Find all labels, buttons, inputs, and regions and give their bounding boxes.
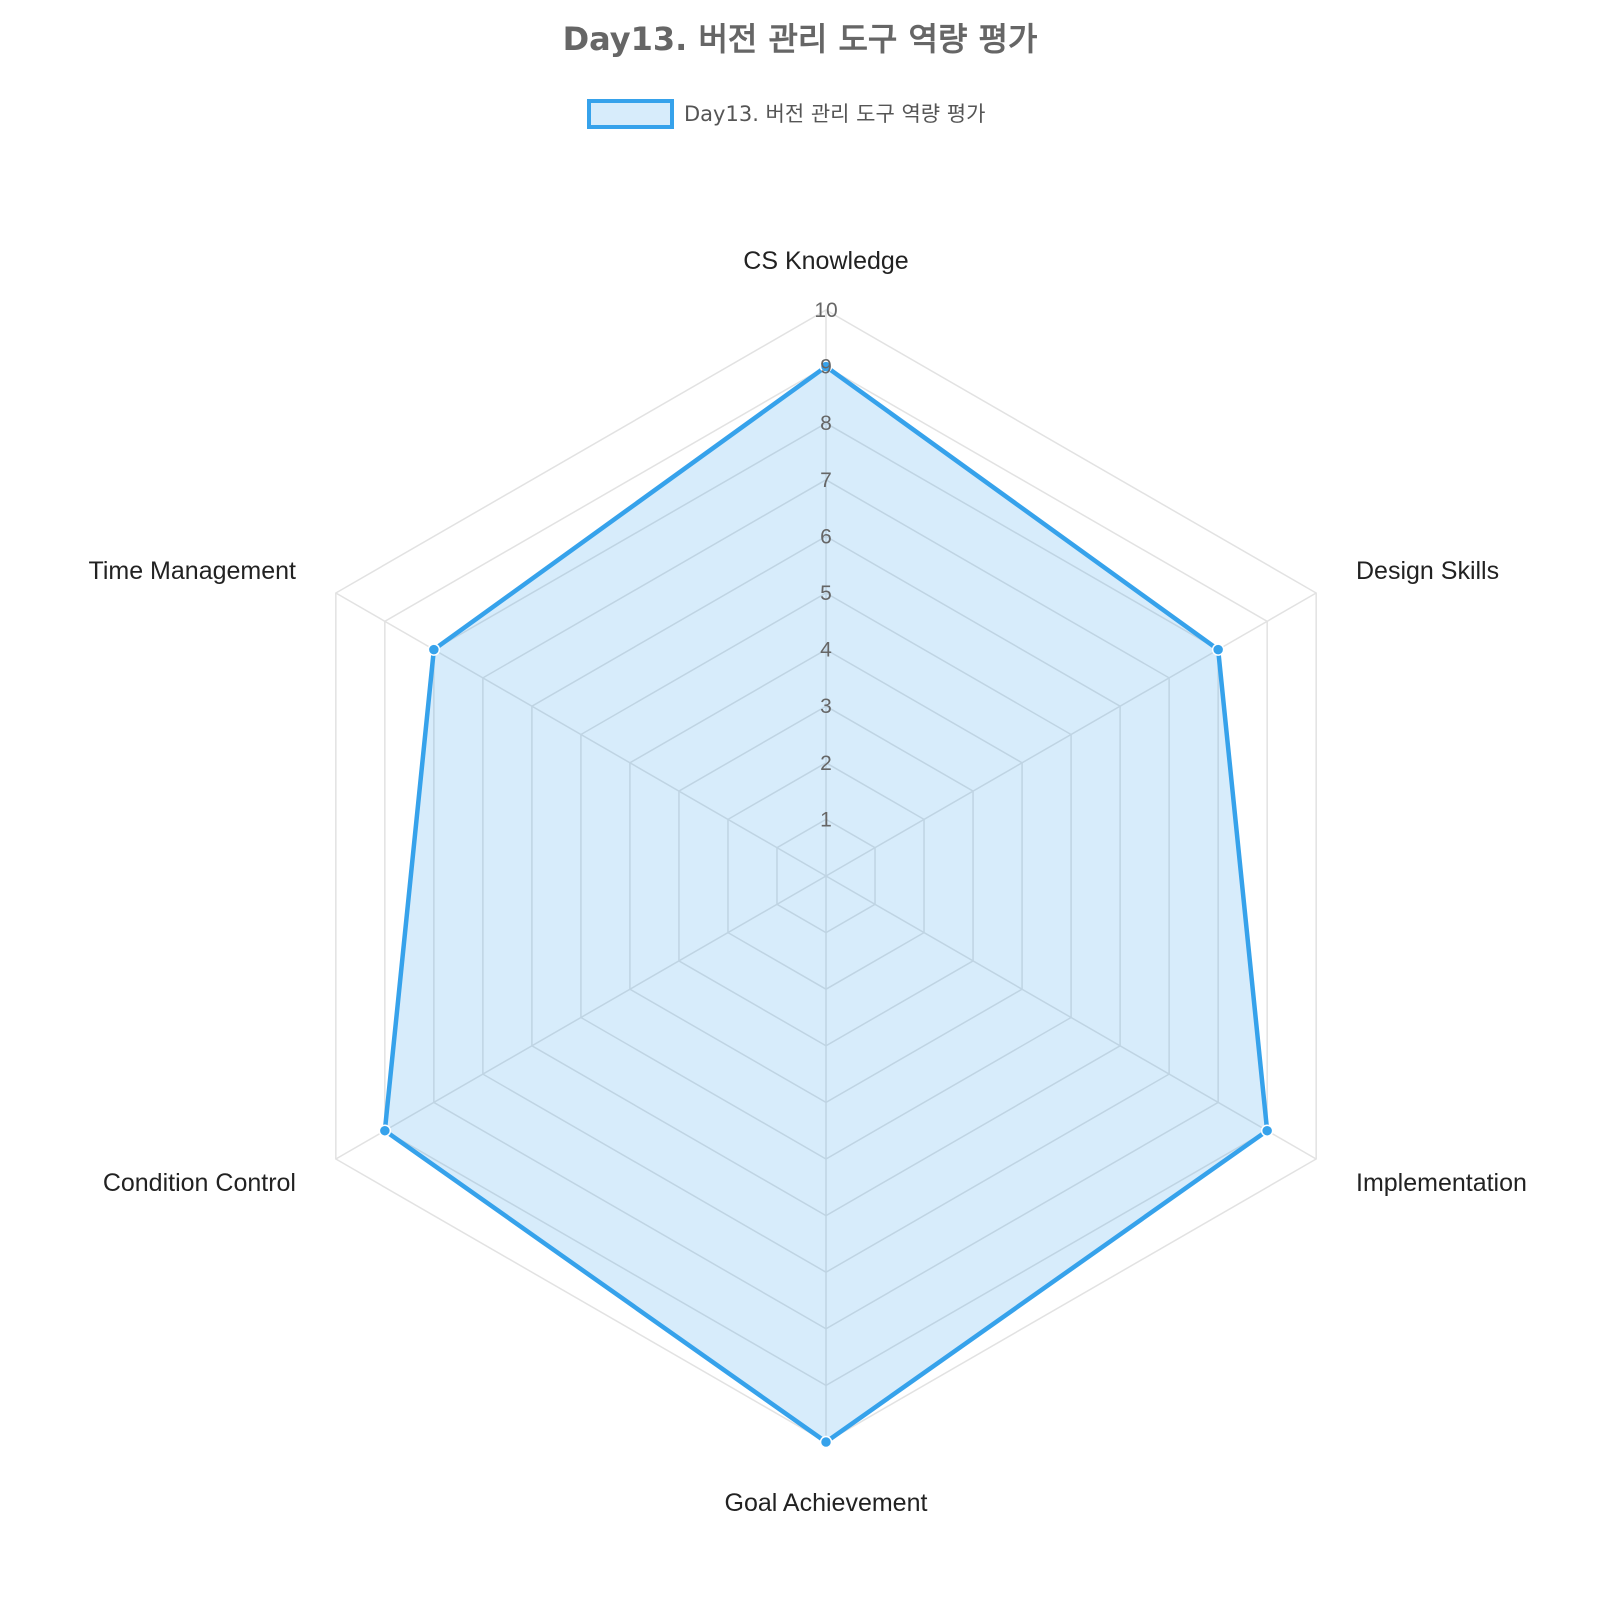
tick-label-5: 5: [820, 582, 832, 605]
legend-label: Day13. 버전 관리 도구 역량 평가: [684, 102, 985, 126]
data-point-time-management: [427, 643, 441, 656]
grid-spoke-2: [825, 875, 1317, 1160]
data-point-goal-achievement: [819, 1435, 833, 1449]
grid-spoke-5: [335, 592, 827, 877]
axis-labels: CS Knowledge Design Skills Implementation G…: [88, 247, 1526, 1517]
data-point-implementation: [1260, 1124, 1274, 1137]
legend-swatch: [587, 99, 674, 129]
tick-label-9: 9: [820, 356, 832, 379]
tick-label-4: 4: [820, 639, 832, 662]
tick-label-8: 8: [820, 412, 832, 435]
axis-label-condition-control: Condition Control: [103, 1169, 296, 1197]
tick-label-1: 1: [820, 808, 832, 831]
tick-label-7: 7: [820, 469, 832, 492]
data-point-design-skills: [1211, 643, 1225, 656]
axis-label-goal-achievement: Goal Achievement: [725, 1489, 928, 1517]
legend[interactable]: Day13. 버전 관리 도구 역량 평가: [587, 99, 985, 129]
axis-label-implementation: Implementation: [1356, 1169, 1527, 1197]
grid-spoke-1: [825, 592, 1317, 877]
axis-label-design-skills: Design Skills: [1356, 557, 1499, 585]
tick-label-6: 6: [820, 525, 832, 548]
radial-tick-labels: 1 2 3 4 5 6 7 8 9 10: [814, 299, 837, 831]
tick-label-2: 2: [820, 752, 832, 775]
tick-label-3: 3: [820, 695, 832, 718]
grid-spoke-4: [335, 875, 827, 1160]
series-layer: [378, 360, 1274, 1449]
axis-label-time-management: Time Management: [88, 557, 296, 585]
axis-label-cs-knowledge: CS Knowledge: [743, 247, 908, 275]
chart-title: Day13. 버전 관리 도구 역량 평가: [563, 20, 1038, 58]
data-point-cs-knowledge: [819, 360, 833, 373]
tick-label-10: 10: [814, 299, 837, 322]
data-point-condition-control: [378, 1124, 392, 1137]
radar-grid: [335, 309, 1317, 1443]
